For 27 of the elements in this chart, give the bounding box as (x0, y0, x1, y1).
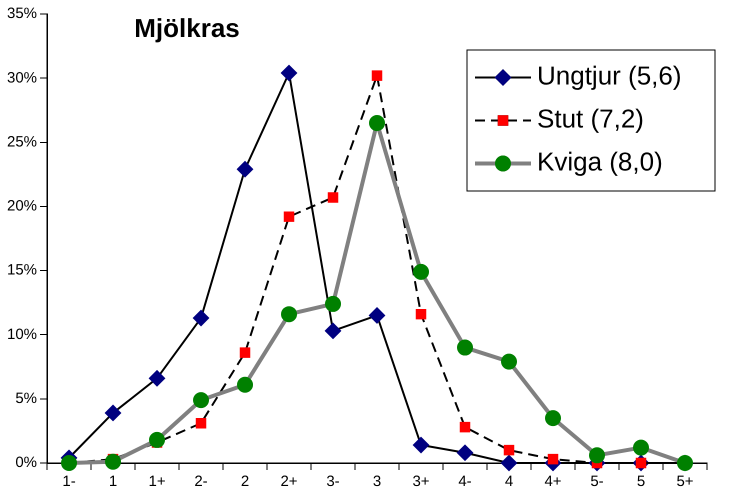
y-tick-label: 30% (6, 69, 38, 86)
y-tick-label: 15% (6, 262, 38, 279)
y-tick-label: 35% (6, 5, 38, 22)
y-tick-label: 10% (6, 326, 38, 343)
y-tick-label: 20% (6, 198, 38, 215)
x-tick-label: 2- (194, 473, 208, 490)
legend-label: Ungtjur (5,6) (537, 60, 682, 91)
x-tick-label: 4- (458, 473, 472, 490)
x-tick-label: 2+ (280, 473, 298, 490)
x-tick-label: 5+ (676, 473, 694, 490)
x-tick-label: 3 (372, 473, 382, 490)
x-tick-label: 4 (504, 473, 514, 490)
chart-title: Mjölkras (134, 13, 240, 44)
x-tick-label: 5 (636, 473, 646, 490)
legend-label: Stut (7,2) (537, 104, 644, 134)
legend-label: Kviga (8,0) (537, 146, 663, 177)
x-tick-label: 5- (590, 473, 604, 490)
x-tick-label: 2 (240, 473, 250, 490)
y-tick-label: 0% (15, 454, 38, 472)
y-tick-label: 5% (15, 390, 38, 407)
x-tick-label: 1 (108, 473, 118, 490)
x-tick-label: 4+ (544, 473, 562, 490)
y-tick-label: 25% (6, 133, 38, 150)
x-tick-label: 3- (326, 473, 340, 490)
x-tick-label: 3+ (412, 473, 430, 490)
x-tick-label: 1- (62, 473, 76, 490)
x-tick-label: 1+ (148, 473, 166, 490)
